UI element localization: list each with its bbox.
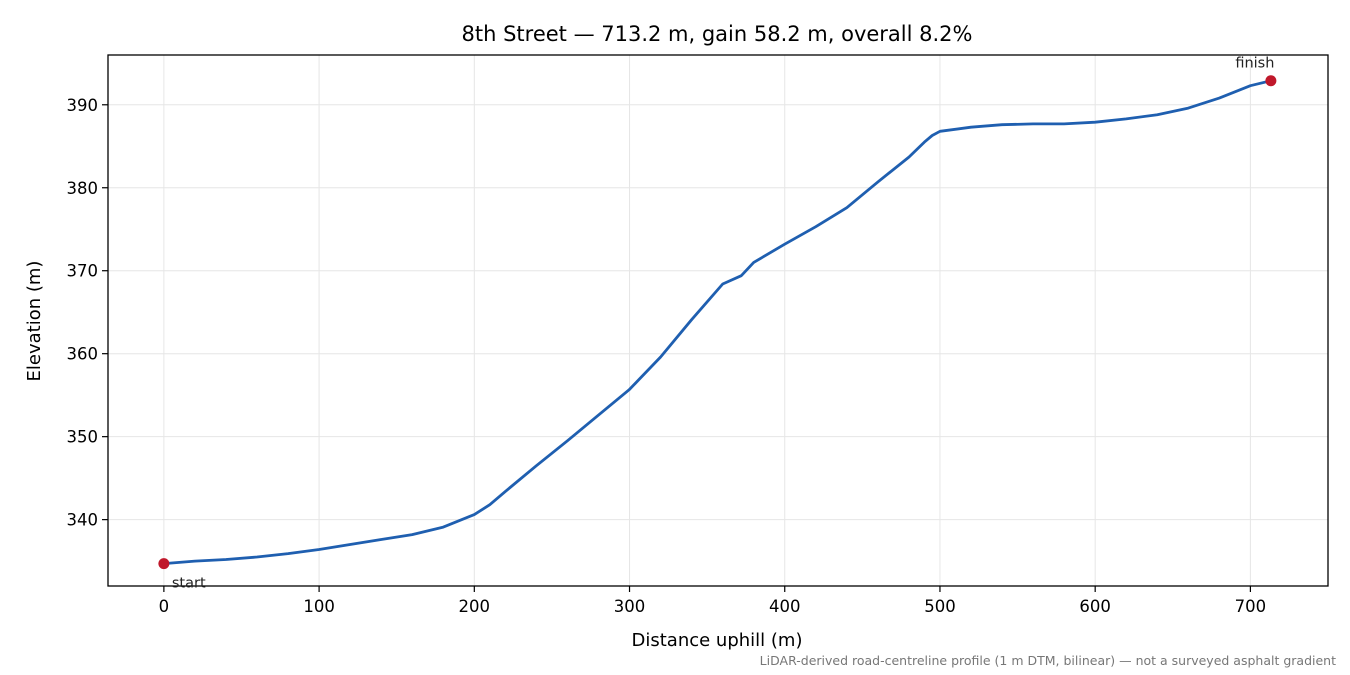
x-tick-label: 600 [1079, 597, 1111, 616]
y-tick-label: 340 [67, 511, 99, 530]
x-tick-label: 500 [924, 597, 956, 616]
y-axis-label: Elevation (m) [24, 261, 45, 382]
start-label: start [172, 576, 206, 592]
x-tick-label: 0 [159, 597, 170, 616]
start-point [158, 558, 170, 570]
finish-point [1265, 75, 1277, 87]
finish-label: finish [1235, 56, 1274, 72]
chart-title: 8th Street — 713.2 m, gain 58.2 m, overa… [462, 22, 973, 46]
x-tick-label: 200 [459, 597, 491, 616]
y-tick-label: 370 [67, 262, 99, 281]
annotations: start finish [158, 56, 1277, 592]
y-tick-label: 360 [67, 345, 99, 364]
y-tick-label: 380 [67, 179, 99, 198]
x-axis-label: Distance uphill (m) [632, 630, 803, 651]
y-tick-label: 350 [67, 428, 99, 447]
grid-lines [108, 55, 1328, 586]
x-tick-label: 700 [1235, 597, 1267, 616]
elevation-profile-line [162, 79, 1273, 565]
axis-ticks: 0 100 200 300 400 500 600 700 340 350 360 370 380 390 [67, 96, 1267, 616]
series-layer [162, 79, 1273, 565]
x-tick-label: 100 [303, 597, 335, 616]
plot-frame [107, 54, 1329, 587]
footnote: LiDAR-derived road-centreline profile (1… [760, 653, 1336, 668]
x-tick-label: 400 [769, 597, 801, 616]
y-tick-label: 390 [67, 96, 99, 115]
x-tick-label: 300 [614, 597, 646, 616]
